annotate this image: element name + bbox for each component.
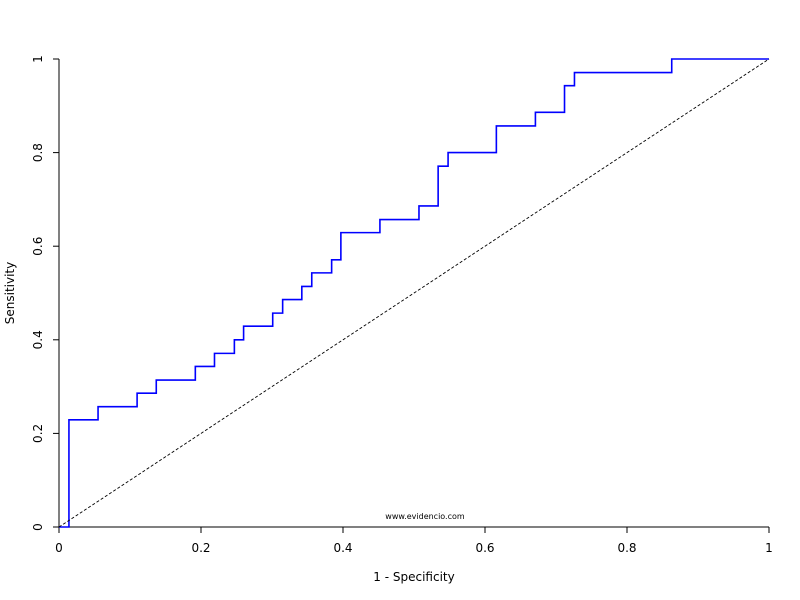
reference-diagonal-line: [58, 58, 770, 528]
x-tick-label: 0.2: [191, 541, 210, 555]
watermark-annotation: www.evidencio.com: [385, 512, 465, 521]
y-tick-label: 0.2: [31, 424, 45, 443]
x-tick-label: 0: [55, 541, 63, 555]
x-tick-label: 1: [765, 541, 773, 555]
y-tick-label: 0.8: [31, 143, 45, 162]
roc-curve-line: [59, 58, 769, 528]
y-axis-label: Sensitivity: [3, 262, 17, 324]
y-tick-label: 0.6: [31, 237, 45, 256]
series-layer: [58, 58, 770, 528]
y-tick-label: 1: [31, 55, 45, 63]
y-tick-label: 0.4: [31, 330, 45, 349]
x-tick-label: 0.4: [333, 541, 352, 555]
x-tick-label: 0.8: [617, 541, 636, 555]
x-tick-label: 0.6: [475, 541, 494, 555]
y-tick-label: 0: [31, 523, 45, 531]
x-axis-label: 1 - Specificity: [373, 570, 454, 584]
axes: 0 0.2 0.4 0.6 0.8 1 0 0.2 0.4 0.6 0.8 1: [31, 55, 773, 555]
